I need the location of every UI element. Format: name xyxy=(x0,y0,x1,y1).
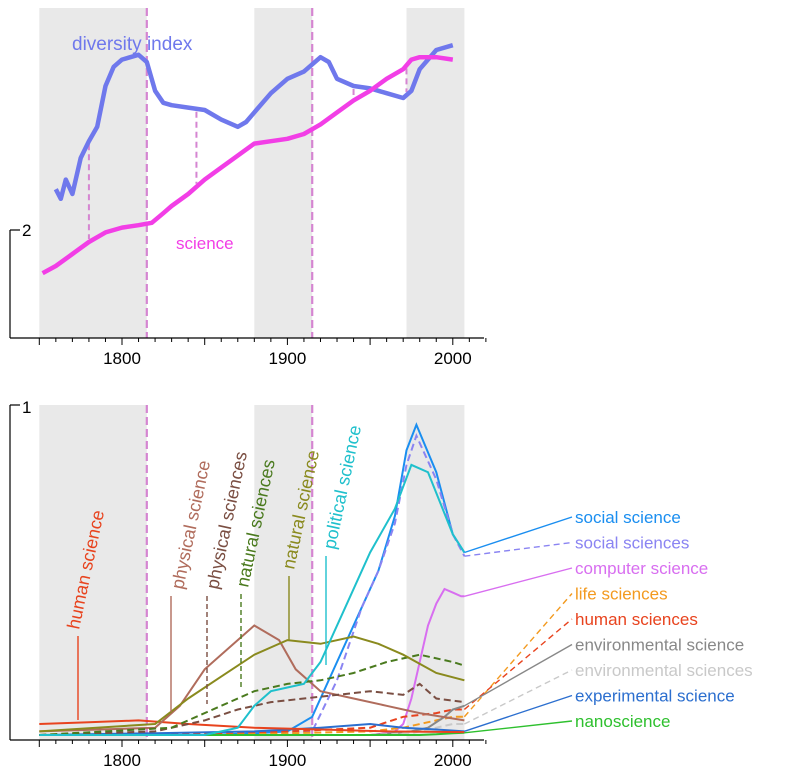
tick-label-2000: 2000 xyxy=(434,751,472,766)
connector-human-sciences xyxy=(463,618,573,710)
shaded-period-2 xyxy=(406,405,465,740)
top-shaded-periods xyxy=(39,8,465,338)
legend-life-sciences: life sciences xyxy=(575,585,668,604)
series-line-natural-sciences xyxy=(39,653,465,736)
top-x-axis-ticks: 1800 1900 2000 xyxy=(38,338,487,368)
connector-computer-science xyxy=(464,567,573,597)
connector-environmental-sciences xyxy=(464,669,573,725)
bottom-shaded-periods xyxy=(39,405,465,740)
legend-social-sciences: social sciences xyxy=(575,534,689,553)
top-gap-markers xyxy=(87,68,408,239)
connector-life-sciences xyxy=(463,593,573,718)
tick-label-1900: 1900 xyxy=(268,751,306,766)
top-series xyxy=(41,43,454,276)
science-line xyxy=(41,54,454,276)
legend-environmental-sciences: environmental sciences xyxy=(575,661,753,680)
science-label: science xyxy=(176,234,234,253)
diversity-index-label: diversity index xyxy=(72,34,193,55)
top-panel: 2 1800 1900 2000 diversity index science xyxy=(9,8,487,368)
tick-label-1800: 1800 xyxy=(103,349,141,368)
tick-label-2000: 2000 xyxy=(434,349,472,368)
legend-computer-science: computer science xyxy=(575,559,708,578)
series-line-human-science xyxy=(39,719,465,734)
bottom-x-axis-ticks: 1800 1900 2000 xyxy=(38,740,487,766)
label-political-science: political science xyxy=(319,423,365,550)
series-line-physical-sciences xyxy=(39,682,465,736)
legend-social-science: social science xyxy=(575,508,681,527)
series-line-experimental-science xyxy=(39,722,465,736)
tick-label-1900: 1900 xyxy=(268,349,306,368)
connector-experimental-science xyxy=(464,694,573,733)
bottom-y-tick-label: 1 xyxy=(22,398,31,417)
series-line-nanoscience xyxy=(39,731,465,736)
shaded-period-0 xyxy=(39,405,147,740)
shaded-period-0 xyxy=(39,8,147,338)
shaded-period-1 xyxy=(254,8,313,338)
legend-human-sciences: human sciences xyxy=(575,610,698,629)
connector-social-sciences xyxy=(464,541,573,557)
tick-label-1800: 1800 xyxy=(103,751,141,766)
connector-social-science xyxy=(464,516,573,554)
shaded-period-2 xyxy=(406,8,465,338)
top-y-tick-label: 2 xyxy=(22,221,31,240)
bottom-legend: social science social sciences computer sc… xyxy=(463,508,753,734)
diversity-index-line xyxy=(53,43,454,202)
connector-nanoscience xyxy=(464,720,573,734)
series-line-natural-science xyxy=(39,635,465,733)
legend-environmental-science: environmental science xyxy=(575,636,744,655)
legend-experimental-science: experimental science xyxy=(575,687,735,706)
bottom-panel: 1 1800 1900 2000 human science physical sci… xyxy=(9,398,753,766)
legend-nanoscience: nanoscience xyxy=(575,712,670,731)
bottom-series xyxy=(39,422,466,736)
connector-environmental-science xyxy=(464,643,573,707)
series-line-political-science xyxy=(39,463,466,736)
